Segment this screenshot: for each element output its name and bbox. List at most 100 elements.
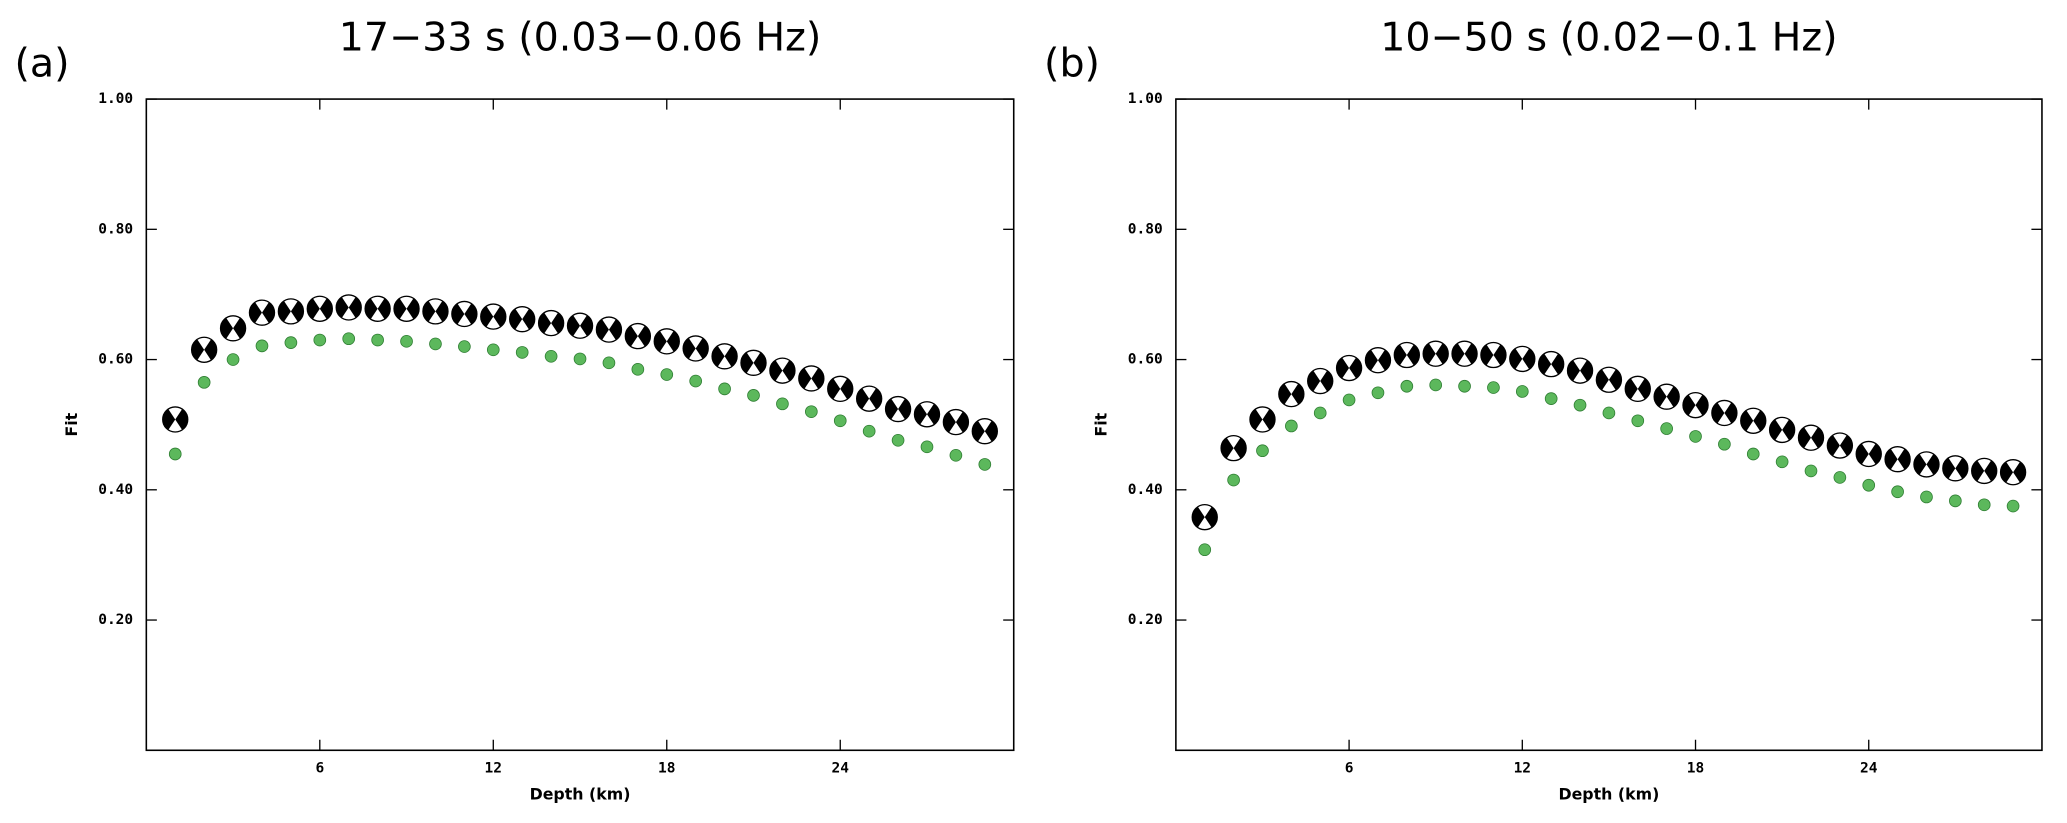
beachball [1307,367,1334,395]
beachball [1422,340,1449,367]
beachball-quadrant [573,313,587,326]
beachball-outline [1999,459,2027,486]
point [689,374,703,388]
point [1342,393,1356,407]
beachball-outline [1653,383,1680,410]
beachball-quadrant [1313,368,1328,382]
beachball-quadrant [1284,381,1299,395]
beachball-outline [1768,416,1796,444]
beachball [306,295,333,322]
y-tick-label: 0.80 [98,221,133,237]
beachball-quadrant [341,307,356,320]
beachball [595,316,623,343]
point [1487,381,1500,394]
beachball-body [307,296,333,322]
beachball-quadrant [1832,433,1847,446]
beachball-quadrant [284,311,298,324]
beachball-outline [537,309,565,337]
beachball-quadrant [428,298,443,312]
y-tick-label: 0.40 [1128,482,1163,498]
x-tick-label: 12 [485,761,502,777]
beachball-quadrant [486,316,501,330]
beachball-outline [1249,406,1276,433]
point [1660,422,1673,435]
beachball [451,300,478,328]
point [660,368,674,381]
beachball-quadrant [630,323,645,337]
beachball-quadrant [428,311,443,324]
beachball [1653,383,1680,410]
beachball-outline [1307,367,1334,395]
beachball-quadrant [1428,341,1443,354]
beachball [537,309,565,337]
beachball [1826,432,1854,459]
x-tick-label: 24 [832,761,850,777]
beachball-quadrant [312,296,327,309]
beachball-quadrant [1515,346,1530,359]
beachball [1595,366,1623,393]
point [573,352,587,366]
beachball-body [1509,346,1535,372]
point [1400,379,1414,393]
beachball [913,401,941,428]
point [920,440,934,454]
point [342,332,356,346]
point [1689,430,1702,443]
beachball-quadrant [833,388,848,402]
beachball [1393,341,1421,369]
beachball-outline [1509,345,1536,373]
beachball-outline [190,336,218,363]
beachball-outline [827,375,854,403]
x-axis-label: Depth (km) [530,785,631,804]
point [1602,406,1616,420]
beachball-quadrant [746,362,761,376]
x-tick-label: 18 [1687,761,1704,777]
beachball-quadrant [833,376,848,389]
beachball-outline [1364,347,1392,374]
y-tick-label: 1.00 [1128,91,1163,107]
beachball-outline [913,401,941,428]
beachball-quadrant [544,310,558,324]
beachball-quadrant [630,336,645,349]
point [833,414,847,428]
beachball-quadrant [1919,464,1934,477]
beachball-outline [393,295,420,322]
beachball-body [1798,425,1824,451]
chart-title: 10−50 s (0.02−0.1 Hz) [1380,14,1837,60]
beachball-outline [422,298,449,325]
point [1285,419,1298,433]
beachball [1249,406,1276,433]
beachball-quadrant [1804,425,1818,438]
beachball-outline [509,306,536,333]
beachball [1711,399,1738,427]
beachball-quadrant [226,315,240,329]
beachball-quadrant [1342,368,1356,381]
beachball-quadrant [1399,342,1414,356]
point [1977,498,1991,512]
beachball-outline [1335,354,1363,382]
beachball-quadrant [659,341,674,354]
beachball-quadrant [1515,358,1530,372]
beachball [335,294,362,321]
y-tick-label: 0.60 [98,352,133,368]
y-axis-label: Fit [1092,412,1111,436]
x-tick-label: 12 [1514,761,1531,777]
beachball-quadrant [717,343,732,357]
beachball-quadrant [197,349,212,363]
beachball-quadrant [1861,441,1876,454]
beachball [509,306,536,333]
point [1371,386,1385,400]
beachball-outline [335,294,362,321]
beachball-quadrant [1977,458,1992,471]
beachball-quadrant [891,396,905,410]
point [2006,499,2020,513]
beachball [1509,345,1536,373]
point [1313,406,1327,420]
y-tick-label: 0.60 [1128,352,1163,368]
beachball-quadrant [284,298,298,312]
point [1920,490,1933,504]
point [1631,414,1645,428]
beachball-outline [1278,380,1305,408]
point [255,339,269,353]
point [515,346,529,359]
